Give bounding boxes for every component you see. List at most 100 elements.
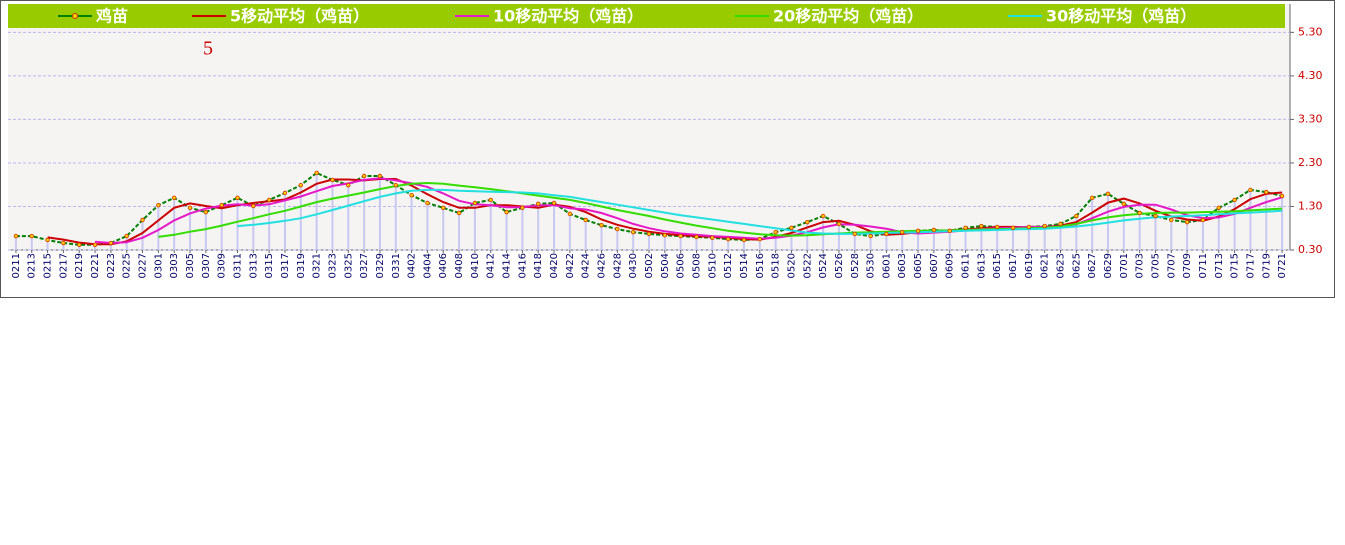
point-marker [203, 209, 209, 215]
y-tick-label: 2.30 [1298, 156, 1323, 169]
bar [758, 239, 761, 250]
point-marker [108, 240, 114, 246]
x-tick-label: 0217 [58, 253, 69, 278]
x-tick-label: 0512 [723, 253, 734, 278]
bar [790, 227, 793, 250]
legend-label: 5移动平均（鸡苗） [230, 7, 369, 26]
point-marker [45, 237, 50, 243]
point-marker [583, 217, 588, 223]
bar [394, 185, 397, 250]
x-tick-label: 0609 [945, 253, 956, 278]
point-marker [441, 205, 446, 210]
point-marker [251, 203, 256, 209]
x-tick-label: 0317 [280, 253, 291, 278]
point-marker [868, 233, 873, 239]
bar [1027, 226, 1030, 250]
bar [521, 207, 524, 250]
point-marker [61, 240, 66, 246]
x-tick-label: 0623 [1056, 253, 1067, 278]
x-tick-label: 0408 [454, 253, 465, 278]
bar [1281, 196, 1284, 250]
point-marker [931, 227, 937, 233]
x-tick-label: 0428 [612, 253, 623, 278]
bar [901, 232, 904, 250]
bar [173, 197, 176, 250]
bar [141, 219, 144, 250]
x-tick-label: 0619 [1024, 253, 1035, 278]
point-marker [171, 195, 177, 200]
bar [727, 239, 730, 250]
point-marker [599, 222, 604, 228]
legend-label: 30移动平均（鸡苗） [1046, 7, 1196, 26]
bar [204, 212, 207, 250]
bar [1138, 213, 1141, 250]
x-tick-label: 0627 [1087, 253, 1098, 278]
point-marker [266, 197, 272, 203]
bar [553, 202, 556, 250]
bar [1154, 216, 1157, 250]
x-tick-label: 0524 [818, 253, 829, 278]
bar [62, 243, 65, 250]
point-marker [884, 231, 889, 237]
point-marker [1264, 189, 1269, 195]
bar [774, 232, 777, 250]
point-marker [947, 228, 952, 234]
point-marker [346, 182, 351, 188]
bar [1217, 207, 1220, 250]
point-marker [820, 213, 826, 219]
x-tick-label: 0613 [976, 253, 987, 278]
point-marker [1121, 201, 1127, 207]
bar [837, 223, 840, 250]
bar [648, 233, 650, 250]
point-marker [13, 233, 19, 239]
x-tick-label: 0325 [343, 253, 354, 278]
bar [1201, 219, 1204, 250]
bar [996, 226, 999, 250]
bar [616, 229, 619, 250]
x-tick-label: 0615 [992, 253, 1003, 278]
plot-background [8, 4, 1290, 250]
x-tick-label: 0225 [122, 253, 133, 278]
x-tick-label: 0510 [707, 253, 718, 278]
x-tick-label: 0508 [691, 253, 702, 278]
bar [331, 179, 334, 250]
bar [426, 202, 429, 250]
bar [489, 199, 492, 250]
point-marker [472, 200, 478, 206]
bar [1043, 226, 1046, 250]
point-marker [425, 200, 430, 206]
point-marker [551, 200, 557, 206]
bar [109, 243, 112, 250]
bar [695, 236, 698, 250]
bar [1186, 222, 1189, 250]
bar [94, 244, 97, 250]
x-tick-label: 0625 [1071, 253, 1082, 278]
x-tick-label: 0715 [1230, 253, 1241, 278]
bar [1233, 199, 1236, 250]
point-marker [1058, 221, 1063, 227]
bar [869, 236, 872, 250]
point-marker [725, 236, 731, 242]
x-tick-label: 0301 [153, 253, 164, 278]
bar [584, 219, 587, 250]
bar [742, 239, 745, 250]
x-tick-label: 0303 [169, 253, 180, 278]
point-marker [678, 233, 683, 239]
point-marker [1074, 213, 1079, 219]
point-marker [124, 233, 129, 239]
annotation: 5 [203, 38, 213, 60]
x-tick-label: 0327 [359, 253, 370, 278]
x-tick-label: 0414 [502, 253, 513, 278]
y-tick-label: 5.30 [1298, 25, 1323, 38]
point-marker [536, 201, 541, 207]
x-tick-label: 0705 [1150, 253, 1161, 278]
point-marker [1248, 187, 1253, 193]
x-tick-label: 0703 [1135, 253, 1146, 278]
x-tick-label: 0402 [407, 253, 418, 278]
point-marker [488, 197, 493, 203]
bar [885, 233, 888, 250]
bar [189, 207, 192, 250]
point-marker [1216, 205, 1221, 210]
x-tick-label: 0215 [43, 253, 54, 278]
